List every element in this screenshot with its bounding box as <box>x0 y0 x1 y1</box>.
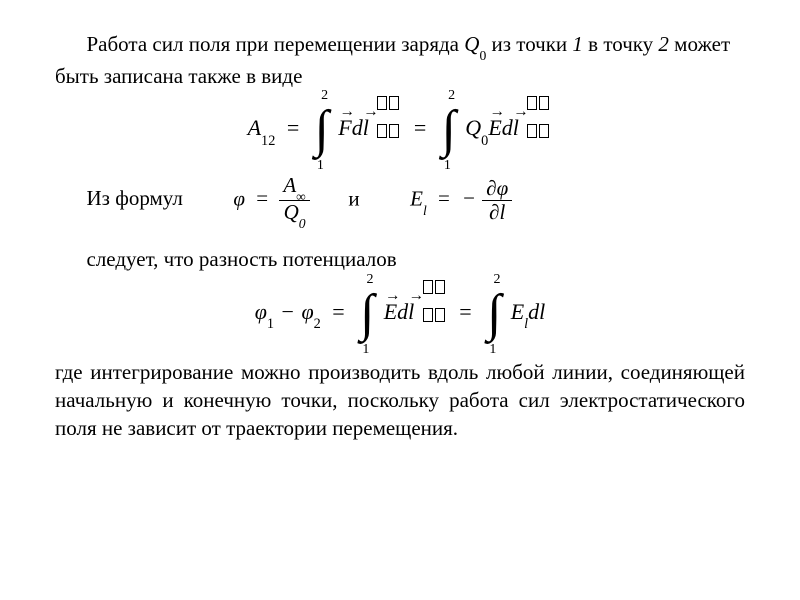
sym-phi: φ <box>233 186 245 210</box>
vec-l: l <box>408 299 414 325</box>
sym-Q: Q <box>465 115 481 140</box>
int-upper: 2 <box>321 88 328 104</box>
fraction: ∂φ ∂l <box>482 177 512 224</box>
sym-Q-sub: 0 <box>479 48 486 63</box>
sym-E-sub: l <box>524 316 528 332</box>
row-definitions: Из формул φ = A∞ Q0 и El = − ∂φ ∂l <box>55 174 745 227</box>
equation-potential-diff: φ1 − φ2 = 2 ∫ 1 Edl = 2 ∫ 1 Eldl <box>55 284 745 344</box>
point-2: 2 <box>658 32 669 56</box>
point-1: 1 <box>572 32 583 56</box>
vec-E: E <box>488 115 501 141</box>
integral-icon: 2 ∫ 1 <box>311 100 333 160</box>
int-upper: 2 <box>367 272 374 288</box>
text: в точку <box>583 32 659 56</box>
int-upper: 2 <box>494 272 501 288</box>
text: и <box>348 186 359 210</box>
missing-glyph-icon <box>376 96 400 150</box>
sym-phi1: φ <box>255 299 267 324</box>
sym-Q: Q <box>464 32 479 56</box>
sym-phi2: φ <box>301 299 313 324</box>
text: Из формул <box>87 186 183 210</box>
missing-glyph-icon <box>526 96 550 150</box>
sym-partial: ∂ <box>489 200 499 224</box>
sym-E: E <box>410 186 423 210</box>
int-lower: 1 <box>362 342 369 358</box>
sym-A: A <box>248 115 261 140</box>
int-lower: 1 <box>489 342 496 358</box>
paragraph-intro: Работа сил поля при перемещении заряда Q… <box>55 30 745 90</box>
sym-d: d <box>528 299 539 324</box>
sym-l: l <box>539 299 545 324</box>
equation-work-integral: A12 = 2 ∫ 1 Fdl = 2 ∫ 1 Q0Edl <box>55 100 745 160</box>
sym-A-sub: 12 <box>261 133 275 149</box>
sym-E: E <box>511 299 524 324</box>
sym-Q-sub: 0 <box>299 216 306 231</box>
vec-l: l <box>513 115 519 141</box>
sym-sub1: 1 <box>267 316 274 332</box>
equation-El-def: El = − ∂φ ∂l <box>410 177 512 224</box>
integral-icon: 2 ∫ 1 <box>483 284 505 344</box>
integral-icon: 2 ∫ 1 <box>438 100 460 160</box>
sym-partial: ∂ <box>486 176 496 200</box>
paragraph-conclusion: где интегрирование можно производить вдо… <box>55 358 745 443</box>
text: Работа сил поля при перемещении заряда <box>87 32 465 56</box>
text: из точки <box>486 32 572 56</box>
sym-inf: ∞ <box>296 189 306 204</box>
text: следует, что разность потенциалов <box>87 247 397 271</box>
sym-l: l <box>499 200 505 224</box>
sym-E-sub: l <box>423 203 427 218</box>
sym-phi: φ <box>497 176 509 200</box>
sym-sub2: 2 <box>314 316 321 332</box>
int-lower: 1 <box>317 158 324 174</box>
sym-A: A <box>283 173 296 197</box>
int-upper: 2 <box>448 88 455 104</box>
vec-E: E <box>384 299 397 325</box>
paragraph-follows: следует, что разность потенциалов <box>87 245 746 273</box>
vec-F: F <box>338 115 351 141</box>
integral-icon: 2 ∫ 1 <box>356 284 378 344</box>
vec-l: l <box>363 115 369 141</box>
fraction: A∞ Q0 <box>279 174 310 227</box>
equation-phi-def: φ = A∞ Q0 <box>233 174 310 227</box>
missing-glyph-icon <box>422 280 446 334</box>
text: где интегрирование можно производить вдо… <box>55 360 745 441</box>
int-lower: 1 <box>444 158 451 174</box>
